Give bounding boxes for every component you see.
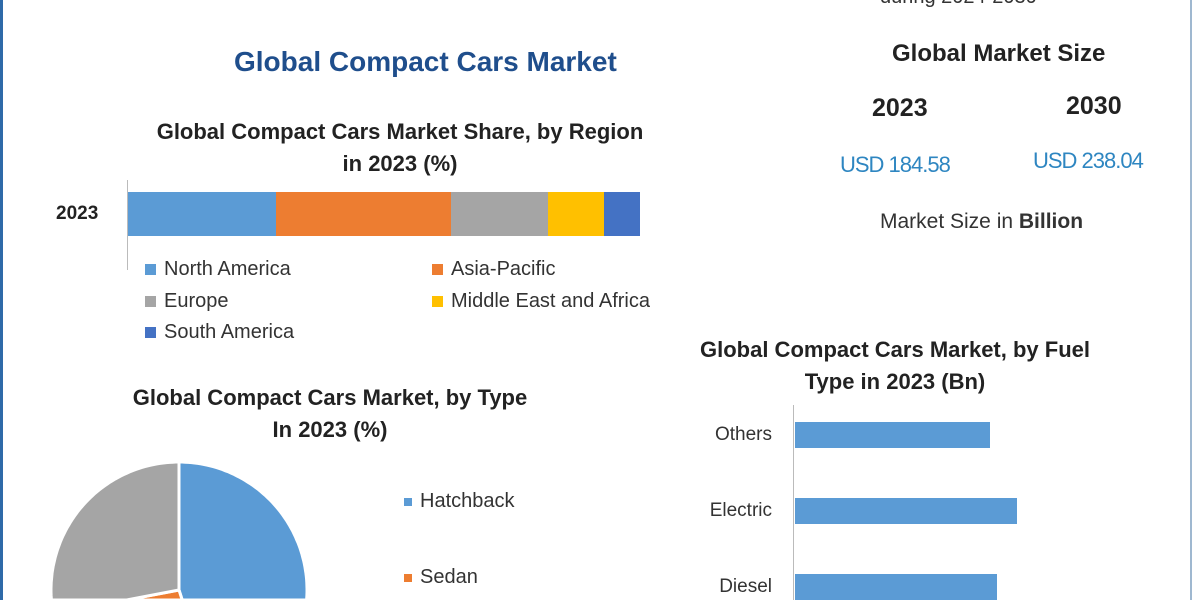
region-chart-title: Global Compact Cars Market Share, by Reg… — [156, 119, 644, 176]
legend-swatch — [404, 573, 412, 582]
region-legend-item: North America — [145, 258, 291, 281]
legend-swatch — [145, 264, 156, 275]
region-legend-item: Middle East and Africa — [432, 290, 650, 313]
fuel-bar-others — [795, 422, 991, 448]
region-bar-segment-south-america — [604, 192, 640, 236]
region-bar-segment-europe — [450, 192, 548, 236]
fuel-bar-electric — [795, 498, 1017, 524]
region-category-label: 2023 — [56, 203, 99, 224]
pie-legend-sedan: Sedan — [404, 566, 478, 589]
region-legend-item: Europe — [145, 290, 229, 313]
type-chart-title: Global Compact Cars Market, by Type In 2… — [132, 385, 528, 442]
value-2030: USD 238.04 — [1033, 148, 1144, 173]
frame-right — [1190, 0, 1192, 600]
region-bar-segment-middle-east-and-africa — [547, 192, 605, 236]
value-2023: USD 184.58 — [840, 152, 951, 177]
frame-left — [0, 0, 3, 600]
legend-swatch — [432, 296, 443, 307]
market-size-note: Market Size in Billion — [880, 210, 1084, 233]
year-2030: 2030 — [1066, 92, 1122, 120]
page-title: Global Compact Cars Market — [234, 46, 617, 77]
type-pie-chart — [49, 460, 309, 600]
legend-label: Europe — [164, 290, 229, 312]
legend-swatch — [145, 327, 156, 338]
pie-slice-hatchback — [177, 460, 309, 600]
fuel-axis — [793, 405, 794, 600]
region-bar-segment-north-america — [128, 192, 277, 236]
market-size-title: Global Market Size — [892, 40, 1106, 67]
legend-label: North America — [164, 258, 291, 280]
pie-legend-hatchback: Hatchback — [404, 490, 515, 513]
legend-swatch — [404, 497, 412, 506]
fuel-bar-diesel — [795, 574, 998, 600]
pie-slice-other — [49, 460, 181, 600]
fuel-category-label: Others — [714, 424, 772, 445]
region-legend-item: Asia-Pacific — [432, 258, 555, 281]
top-cut-text: during 2024-2030 — [880, 0, 1037, 9]
fuel-chart-title: Global Compact Cars Market, by Fuel Type… — [700, 337, 1090, 394]
fuel-category-label: Diesel — [719, 576, 772, 597]
region-legend-item: South America — [145, 321, 294, 344]
legend-label: South America — [164, 321, 295, 343]
fuel-category-label: Electric — [709, 500, 772, 521]
region-axis — [127, 180, 128, 270]
legend-label: Asia-Pacific — [451, 258, 556, 280]
region-stacked-bar — [128, 192, 640, 236]
year-2023: 2023 — [872, 94, 928, 122]
legend-label: Middle East and Africa — [451, 290, 650, 312]
region-bar-segment-asia-pacific — [276, 192, 451, 236]
legend-swatch — [145, 296, 156, 307]
legend-swatch — [432, 264, 443, 275]
